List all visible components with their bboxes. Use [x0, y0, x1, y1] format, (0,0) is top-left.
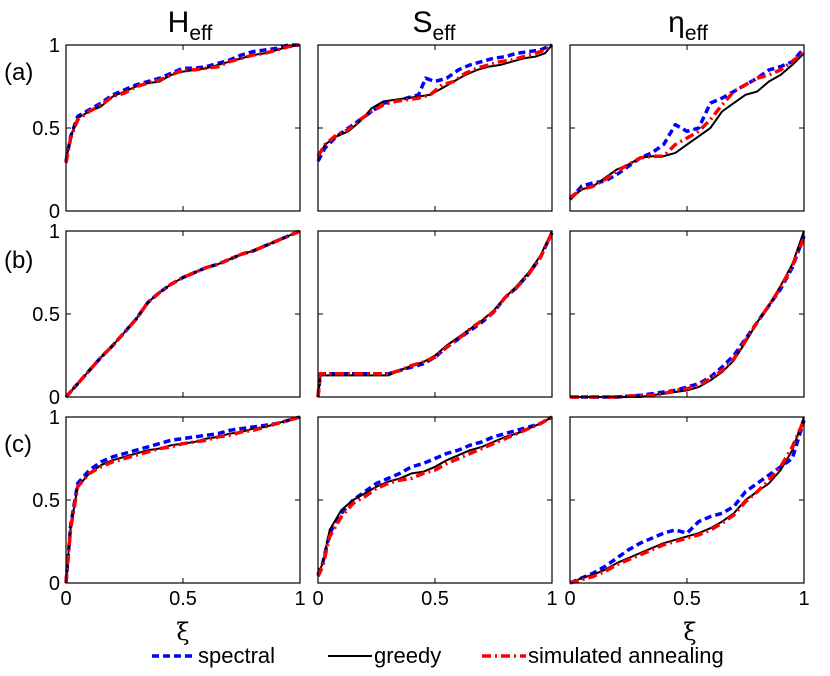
panel-r1c1-ytick-label: 0 — [49, 201, 60, 223]
panel-r3c2-xtick-label: 1 — [546, 588, 557, 610]
column-title-3: ηeff — [668, 6, 708, 45]
column-title-3-sub: eff — [685, 22, 708, 45]
legend-label-greedy: greedy — [374, 643, 441, 668]
panel-r1c1-series-simulated-annealing — [64, 43, 301, 164]
column-title-2-main: S — [413, 6, 433, 39]
panel-r2c1-ytick-label: 0 — [49, 387, 60, 409]
column-title-3-main: η — [668, 6, 685, 39]
panel-r2c1-ytick-label: 0.5 — [32, 304, 60, 326]
panel-r1c3-series-spectral — [568, 47, 806, 201]
xlabel-col1: ξ — [176, 618, 189, 646]
legend-label-simulated-annealing: simulated annealing — [528, 643, 724, 668]
panel-r1c1-series-spectral — [64, 43, 300, 162]
panel-r3c1-xtick-label: 0.5 — [169, 588, 197, 610]
panel-r3c3-xtick-label: 0 — [564, 588, 575, 610]
panel-r1c3-series-simulated-annealing — [568, 50, 806, 200]
column-title-2-sub: eff — [433, 22, 456, 45]
panel-r3c3: 0 0.5 1 — [564, 416, 810, 610]
panel-r2c3 — [569, 230, 806, 399]
panel-r3c3-xtick-label: 0.5 — [673, 588, 701, 610]
column-title-1-sub: eff — [189, 22, 212, 45]
panel-r2c3-frame — [569, 230, 805, 398]
legend-label-spectral: spectral — [198, 643, 275, 668]
panel-r3c3-series-spectral — [569, 419, 806, 585]
column-title-1-main: H — [168, 6, 190, 39]
panel-r1c2-series-spectral — [316, 43, 553, 163]
panel-r1c2-series-simulated-annealing — [316, 43, 554, 158]
panel-r2c1-ytick-label: 1 — [49, 221, 60, 243]
column-title-2: Seff — [413, 6, 456, 45]
panel-r1c2-series-greedy — [317, 44, 553, 159]
panel-r3c1-series-simulated-annealing — [64, 415, 301, 584]
row-label-c: (c) — [4, 431, 32, 458]
panel-r2c3-series-simulated-annealing — [570, 236, 806, 399]
panel-r3c1-xtick-label: 0 — [60, 588, 71, 610]
panel-r1c1: 00.51 — [32, 35, 301, 223]
panel-r3c1-series-spectral — [64, 415, 301, 584]
panel-r1c1-series-greedy — [65, 44, 301, 162]
panel-r3c3-series-greedy — [569, 416, 805, 584]
panel-r3c2-series-simulated-annealing — [316, 415, 553, 578]
panel-r3c2-series-greedy — [317, 416, 553, 576]
panel-r3c3-xtick-label: 1 — [798, 588, 809, 610]
panel-r2c1-series-spectral — [64, 229, 301, 399]
panel-r3c3-frame — [569, 416, 805, 584]
panel-r2c2-series-simulated-annealing — [316, 231, 554, 398]
panel-r2c2-series-spectral — [316, 231, 554, 398]
legend: spectral greedy simulated annealing — [152, 643, 724, 668]
panel-r2c1-series-greedy — [65, 230, 301, 398]
panel-r2c1-frame — [65, 230, 301, 398]
panel-r3c2-series-spectral — [316, 415, 553, 576]
panel-r3c1: 0 0.5 1 0 0.5 1 — [32, 407, 305, 610]
panel-r1c3 — [568, 44, 806, 212]
panel-r2c1: 00.51 — [32, 221, 301, 409]
column-title-1: Heff — [168, 6, 213, 45]
panel-r2c1-series-simulated-annealing — [64, 229, 301, 399]
xlabel-col3: ξ — [683, 618, 696, 646]
panel-r3c2-xtick-label: 0 — [312, 588, 323, 610]
panel-r2c2 — [316, 230, 554, 398]
panel-r1c1-frame — [65, 44, 301, 212]
panel-r1c1-ytick-label: 0.5 — [32, 118, 60, 140]
row-label-b: (b) — [4, 247, 33, 274]
panel-r3c2: 0 0.5 1 — [312, 415, 558, 610]
panel-r1c1-ytick-label: 1 — [49, 35, 60, 57]
panel-r2c3-series-spectral — [570, 235, 806, 399]
panel-r3c1-ytick-label: 0.5 — [32, 490, 60, 512]
panel-r1c2 — [316, 43, 554, 212]
row-label-a: (a) — [4, 59, 33, 86]
panel-r3c1-ytick-label: 1 — [49, 407, 60, 429]
panel-r2c3-series-greedy — [570, 230, 805, 398]
panel-r3c1-ytick-label: 0 — [49, 573, 60, 595]
panel-r3c1-xtick-label: 1 — [294, 588, 305, 610]
panel-r3c2-xtick-label: 0.5 — [421, 588, 449, 610]
panel-r3c3-series-simulated-annealing — [569, 419, 806, 585]
